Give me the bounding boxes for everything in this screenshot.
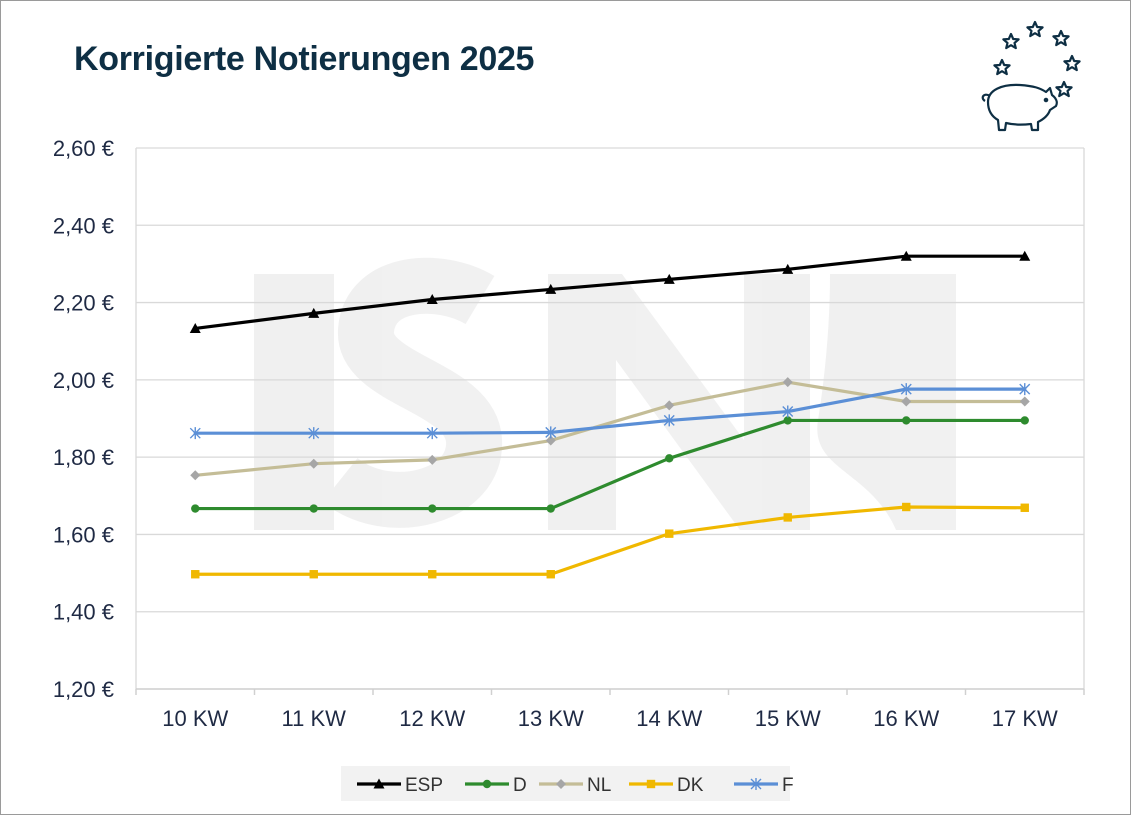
pig-with-stars-icon xyxy=(981,20,1081,132)
data-point xyxy=(665,529,674,538)
data-point xyxy=(308,458,319,469)
y-tick-label: 1,40 € xyxy=(53,600,114,625)
legend: ESP D NL DK F xyxy=(341,766,794,801)
data-point xyxy=(782,405,794,418)
legend-entry-f: F xyxy=(734,775,794,796)
data-point xyxy=(1019,383,1031,396)
series-line-f xyxy=(193,387,1027,435)
data-point xyxy=(901,396,912,407)
data-point xyxy=(545,283,557,294)
legend-label: ESP xyxy=(405,775,443,796)
legend-entry-nl: NL xyxy=(539,775,611,796)
y-tick-label: 1,20 € xyxy=(53,677,114,702)
data-point xyxy=(782,377,793,388)
legend-label: F xyxy=(782,775,794,796)
y-tick-label: 2,60 € xyxy=(53,136,114,161)
x-tick-label: 14 KW xyxy=(636,706,702,731)
x-tick-label: 17 KW xyxy=(992,706,1058,731)
data-point xyxy=(546,570,555,579)
data-point xyxy=(191,570,200,579)
x-tick-label: 10 KW xyxy=(162,706,228,731)
data-point xyxy=(783,416,792,425)
x-tick-label: 11 KW xyxy=(282,706,347,731)
data-point xyxy=(189,427,201,440)
data-point xyxy=(663,273,675,284)
data-point xyxy=(426,293,438,304)
x-tick-label: 15 KW xyxy=(755,706,821,731)
data-point xyxy=(309,504,318,513)
legend-entry-d: D xyxy=(465,775,527,796)
data-point xyxy=(1020,503,1029,512)
data-point xyxy=(191,504,200,513)
data-point xyxy=(190,470,201,481)
data-point xyxy=(426,427,438,440)
data-point xyxy=(783,513,792,522)
data-point xyxy=(428,570,437,579)
data-point xyxy=(665,454,674,463)
watermark xyxy=(254,257,956,530)
data-point xyxy=(900,250,912,261)
series-line-d xyxy=(193,418,1027,511)
data-point xyxy=(902,502,911,512)
data-point xyxy=(1019,396,1030,407)
series-dk xyxy=(191,502,1029,579)
y-tick-label: 2,40 € xyxy=(53,213,114,238)
series-esp xyxy=(189,250,1031,333)
y-tick-label: 2,20 € xyxy=(53,291,114,316)
series-f xyxy=(189,383,1031,440)
data-point xyxy=(902,416,911,425)
legend-marker xyxy=(646,779,656,789)
y-tick-label: 1,60 € xyxy=(53,522,114,547)
data-point xyxy=(308,307,320,318)
legend-label: D xyxy=(513,775,527,796)
legend-label: DK xyxy=(677,775,704,796)
legend-marker xyxy=(373,778,385,789)
chart-title: Korrigierte Notierungen 2025 xyxy=(74,40,535,78)
data-point xyxy=(782,263,794,274)
series-d xyxy=(191,416,1029,513)
y-tick-label: 2,00 € xyxy=(53,368,114,393)
data-point xyxy=(1019,250,1031,261)
data-point xyxy=(427,454,438,465)
data-point xyxy=(664,400,675,411)
legend-entry-dk: DK xyxy=(629,775,704,796)
data-point xyxy=(663,414,675,427)
data-point xyxy=(1020,416,1029,425)
series-line-dk xyxy=(193,505,1027,576)
y-tick-label: 1,80 € xyxy=(53,445,114,470)
legend-label: NL xyxy=(587,775,611,796)
x-tick-label: 16 KW xyxy=(873,706,939,731)
series-line-nl xyxy=(193,380,1027,477)
series-line-esp xyxy=(193,254,1027,331)
data-point xyxy=(308,427,320,440)
series-nl xyxy=(190,377,1030,481)
data-point xyxy=(546,504,555,513)
legend-entry-esp: ESP xyxy=(357,775,443,796)
data-point xyxy=(545,435,556,446)
data-point xyxy=(309,570,318,579)
legend-marker xyxy=(482,779,492,789)
data-point xyxy=(189,322,201,333)
x-tick-label: 13 KW xyxy=(518,706,584,731)
x-tick-label: 12 KW xyxy=(399,706,465,731)
legend-marker xyxy=(750,778,762,790)
data-point xyxy=(545,426,557,439)
data-point xyxy=(900,383,912,396)
data-point xyxy=(428,504,437,513)
legend-marker xyxy=(556,779,566,789)
